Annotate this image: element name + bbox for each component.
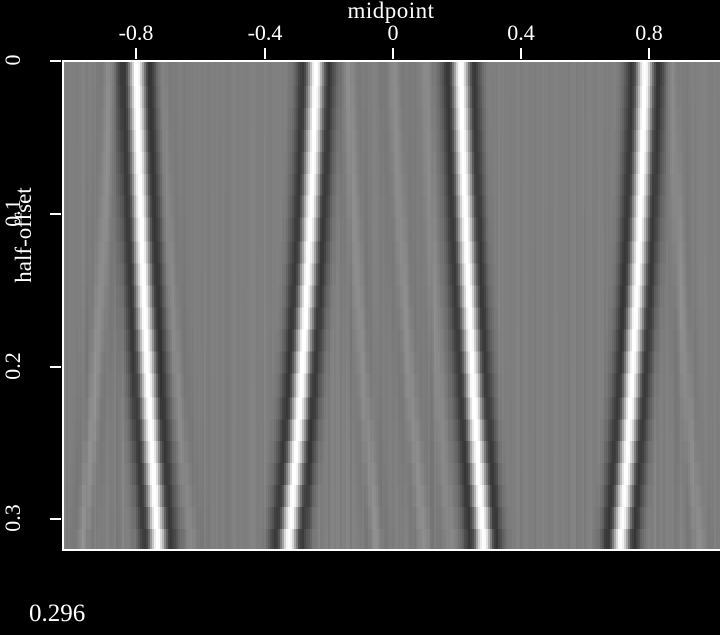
left-tick-mark-2	[50, 366, 61, 368]
top-tick-label-2: 0	[387, 20, 399, 45]
left-tick-label-2: 0.2	[0, 352, 25, 380]
left-tick-label-3: 0.3	[0, 504, 25, 532]
left-tick-mark-0	[50, 60, 61, 62]
left-tick-label-1: 0.1	[0, 199, 25, 227]
top-tick-mark-4	[648, 48, 650, 59]
plot-area	[62, 60, 720, 551]
top-tick-mark-1	[264, 48, 266, 59]
top-axis-title: midpoint	[347, 0, 435, 23]
top-tick-label-3: 0.4	[507, 20, 535, 45]
left-tick-mark-1	[50, 213, 61, 215]
top-tick-label-1: -0.4	[247, 20, 283, 45]
top-tick-mark-2	[392, 48, 394, 59]
left-tick-label-0: 0	[0, 54, 25, 66]
top-tick-label-0: -0.8	[118, 20, 154, 45]
top-tick-mark-0	[135, 48, 137, 59]
top-tick-mark-3	[520, 48, 522, 59]
bottom-annotation: 0.296	[29, 600, 86, 627]
seismic-image	[64, 62, 720, 549]
left-tick-mark-3	[50, 518, 61, 520]
top-tick-label-4: 0.8	[635, 20, 663, 45]
